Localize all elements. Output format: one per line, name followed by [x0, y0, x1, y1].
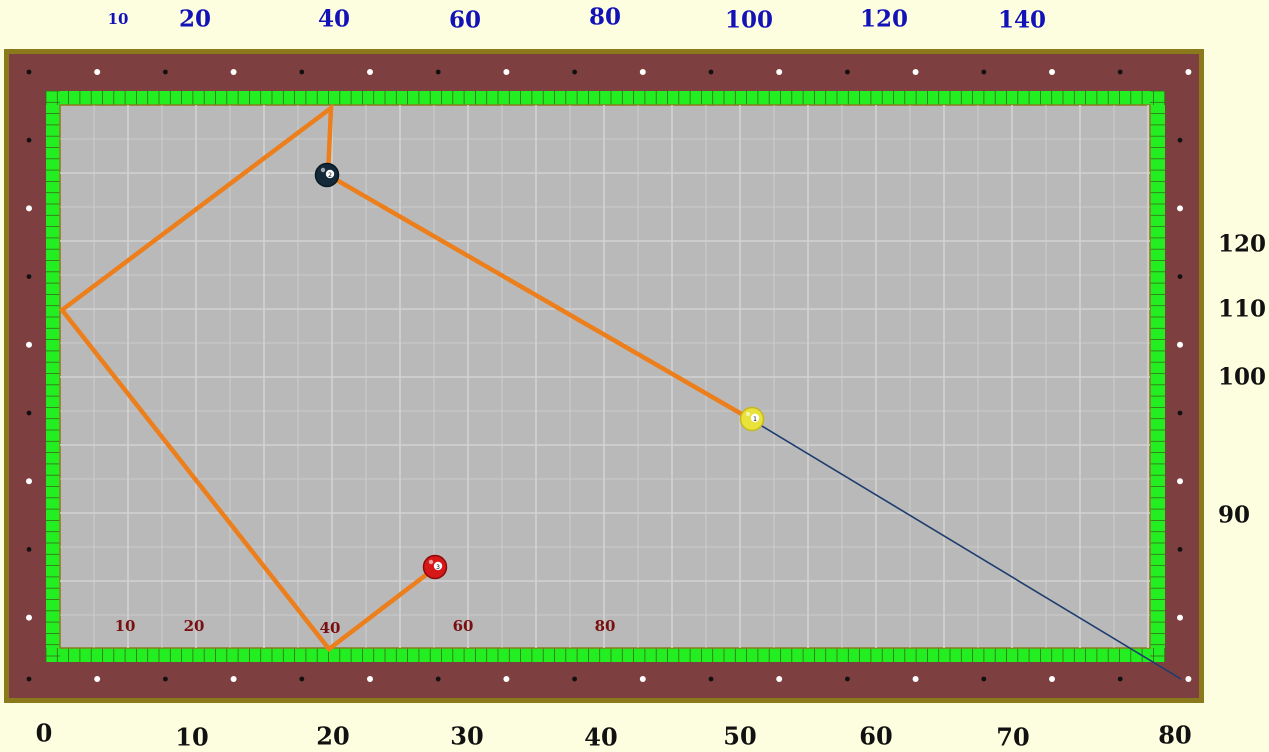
top-label: 120 [859, 5, 909, 33]
black-diamond [299, 676, 305, 682]
white-diamond [367, 676, 373, 682]
top-label: 100 [724, 6, 774, 34]
black-diamond [845, 69, 850, 75]
white-diamond [639, 69, 646, 75]
white-diamond [26, 478, 32, 485]
top-label: 60 [448, 6, 482, 34]
inner-label: 60 [452, 617, 474, 635]
rail-diamonds [26, 69, 1192, 682]
cushion-ticks [45, 90, 1166, 662]
white-diamond [776, 69, 783, 75]
white-diamond [503, 676, 510, 682]
ball-1: 1 [739, 406, 765, 432]
white-diamond [94, 69, 101, 75]
black-diamond [572, 676, 577, 682]
top-label: 80 [588, 3, 622, 31]
bottom-label: 10 [175, 722, 209, 752]
black-diamond [26, 547, 32, 552]
white-diamond [26, 614, 32, 621]
black-diamond [1177, 137, 1183, 143]
white-diamond [230, 69, 237, 75]
balls: 2 1 3 [314, 162, 765, 580]
white-diamond [912, 69, 919, 75]
ball-number-spot [433, 561, 443, 571]
white-diamond [367, 69, 373, 75]
white-diamond [912, 676, 919, 682]
black-diamond [299, 69, 305, 75]
bottom-label: 80 [1158, 720, 1192, 750]
black-diamond [708, 69, 714, 75]
white-diamond [26, 341, 32, 348]
inner-label: 80 [594, 617, 616, 635]
black-diamond [163, 676, 168, 682]
right-label: 100 [1218, 363, 1267, 391]
top-label: 20 [178, 5, 212, 33]
white-diamond [1049, 69, 1055, 75]
white-diamond [230, 676, 237, 682]
black-diamond [435, 676, 441, 682]
black-diamond [26, 410, 32, 416]
black-diamond [845, 676, 850, 682]
white-diamond [503, 69, 510, 75]
black-diamond [1117, 69, 1123, 75]
top-label: 140 [997, 6, 1047, 34]
white-diamond [776, 676, 783, 682]
ball-3: 3 [422, 554, 448, 580]
right-label: 110 [1218, 295, 1267, 323]
inner-label: 20 [183, 617, 205, 635]
shot-path [58, 103, 754, 653]
right-label: 120 [1218, 230, 1267, 258]
inner-label: 10 [114, 617, 136, 635]
black-diamond [1177, 410, 1183, 416]
bottom-label: 50 [723, 721, 757, 751]
top-label: 40 [317, 5, 351, 33]
bottom-label: 0 [35, 718, 53, 748]
white-diamond [1049, 676, 1055, 682]
top-label: 10 [107, 10, 129, 28]
ball-highlight [320, 167, 326, 173]
cloth-grid [60, 105, 1150, 648]
white-diamond [1185, 676, 1192, 682]
ball-highlight [745, 411, 751, 417]
black-diamond [26, 137, 32, 143]
white-diamond [1177, 614, 1183, 621]
black-diamond [26, 676, 32, 682]
black-diamond [572, 69, 577, 75]
white-diamond [26, 205, 32, 212]
ball-2: 2 [314, 162, 340, 188]
ball-number: 3 [436, 564, 440, 571]
black-diamond [1177, 274, 1183, 279]
black-diamond [981, 676, 987, 682]
ball-number: 1 [753, 416, 757, 423]
white-diamond [1177, 205, 1183, 212]
black-diamond [435, 69, 441, 75]
black-diamond [26, 274, 32, 279]
ball-number-spot [325, 169, 335, 179]
black-diamond [708, 676, 714, 682]
black-diamond [981, 69, 987, 75]
white-diamond [639, 676, 646, 682]
white-diamond [1177, 341, 1183, 348]
inner-label: 40 [319, 619, 341, 637]
black-diamond [1177, 547, 1183, 552]
bottom-label: 70 [996, 722, 1030, 752]
white-diamond [1185, 69, 1192, 75]
bottom-label: 20 [316, 721, 350, 751]
bottom-label: 40 [584, 722, 618, 752]
bottom-label: 30 [450, 721, 484, 751]
bottom-label: 60 [859, 721, 893, 751]
ball-number: 2 [328, 172, 332, 179]
white-diamond [1177, 478, 1183, 485]
ball-number-spot [750, 413, 760, 423]
black-diamond [26, 69, 32, 75]
white-diamond [94, 676, 101, 682]
black-diamond [1117, 676, 1123, 682]
cue-line [751, 419, 1182, 680]
right-label: 90 [1218, 501, 1251, 529]
ball-highlight [428, 559, 434, 565]
black-diamond [163, 69, 168, 75]
